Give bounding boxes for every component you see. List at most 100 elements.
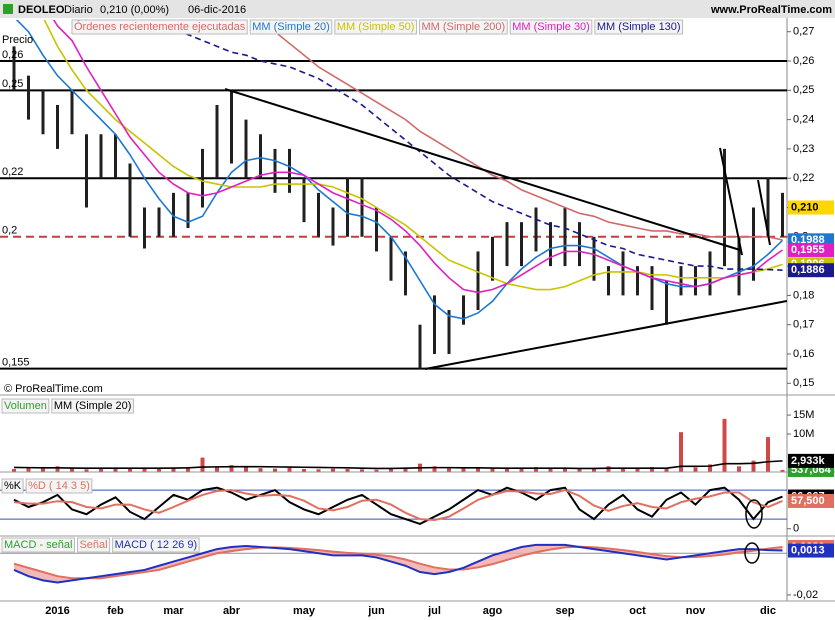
volume-bar: [679, 432, 683, 472]
header-bar: [0, 0, 835, 18]
volume-bar: [215, 466, 219, 472]
symbol: DEOLEO: [18, 4, 65, 16]
panel: [0, 486, 787, 525]
legend-box: [249, 19, 333, 35]
price-label: Precio: [2, 34, 33, 46]
volume-bar: [55, 466, 60, 472]
volume-bar: [461, 468, 466, 472]
legend-box: [509, 19, 593, 35]
volume-bar: [374, 469, 379, 472]
volume-bar: [534, 467, 538, 472]
volume-bar: [737, 466, 741, 472]
volume-bar: [722, 418, 727, 472]
volume-bar: [128, 468, 132, 472]
legend-label: Señal: [79, 539, 107, 551]
legend-box: [594, 19, 684, 35]
volume-bar: [664, 468, 669, 472]
y-tick-label: -0,02: [793, 589, 818, 601]
legend-box: [334, 19, 417, 35]
volume-bar: [708, 464, 712, 472]
value-label: 57,500: [791, 495, 825, 507]
legend-box: [112, 537, 200, 553]
volume-bar: [26, 467, 31, 472]
y-tick-label: 10M: [793, 428, 814, 440]
level-label: 0,22: [2, 166, 23, 178]
x-tick-label: jun: [367, 605, 385, 617]
volume-bar: [766, 437, 770, 472]
panel: [12, 418, 785, 472]
y-tick-label: 0,16: [793, 348, 814, 360]
volume-bar: [244, 467, 248, 472]
volume-bar: [331, 468, 335, 472]
legend-label: MM (Simple 50): [337, 21, 415, 33]
trend-line: [719, 147, 743, 256]
volume-bar: [447, 468, 451, 472]
x-tick-label: jul: [427, 605, 441, 617]
legend-box: [76, 537, 111, 553]
series-line: [13, 545, 783, 580]
volume-bar: [229, 465, 234, 472]
volume-bar: [751, 460, 756, 472]
level-label: 0,155: [2, 357, 30, 369]
legend-label: MM (Simple 30): [512, 21, 590, 33]
trend-line: [424, 300, 787, 370]
volume-bar: [345, 468, 350, 472]
volume-bar: [316, 469, 321, 472]
volume-bar: [389, 468, 393, 472]
volume-bar: [258, 468, 263, 472]
x-tick-label: mar: [163, 605, 184, 617]
y-tick-label: 0,22: [793, 172, 814, 184]
y-tick-label: 0,23: [793, 143, 814, 155]
x-tick-label: oct: [629, 605, 646, 617]
drawings: [224, 88, 787, 564]
trend-line: [757, 179, 771, 246]
volume-bar: [592, 468, 596, 472]
legend-label: %D ( 14 3 5): [28, 480, 90, 492]
series-line: [13, 489, 783, 522]
y-tick-label: 0,17: [793, 319, 814, 331]
volume-bar: [432, 466, 437, 472]
level-label: 0,26: [2, 49, 23, 61]
copyright: © ProRealTime.com: [4, 383, 103, 395]
x-tick-label: ago: [483, 605, 503, 617]
volume-bar: [70, 468, 74, 472]
date: 06-dic-2016: [188, 4, 246, 16]
volume-bar: [476, 467, 480, 472]
y-tick-label: 0,27: [793, 26, 814, 38]
value-label: 2,933k: [791, 455, 826, 467]
y-tick-label: 0,26: [793, 55, 814, 67]
site: www.ProRealTime.com: [710, 4, 832, 16]
volume-bar: [606, 466, 611, 472]
legend-label: MM (Simple 200): [421, 21, 505, 33]
volume-bar: [186, 467, 190, 472]
volume-bar: [548, 468, 553, 472]
volume-bar: [577, 468, 582, 472]
legend-box: [25, 478, 93, 494]
y-tick-label: 0: [793, 523, 799, 535]
series-line: [13, 486, 783, 525]
panel: [0, 20, 787, 370]
volume-bar: [621, 467, 625, 472]
x-tick-label: dic: [760, 605, 776, 617]
value-box: [788, 263, 834, 278]
volume-bar: [780, 469, 785, 472]
value-label: 0,210: [791, 201, 819, 213]
y-tick-label: 0,18: [793, 289, 814, 301]
series-line: [259, 20, 783, 241]
volume-bar: [563, 467, 567, 472]
y-tick-label: 0,25: [793, 84, 814, 96]
volume-bar: [505, 468, 509, 472]
series-line: [43, 20, 783, 291]
volume-bar: [84, 469, 89, 472]
value-label: 0,0013: [791, 544, 825, 556]
y-tick-label: 15M: [793, 409, 814, 421]
x-tick-label: abr: [223, 605, 241, 617]
legend-label: MM (Simple 130): [597, 21, 681, 33]
volume-bar: [403, 467, 408, 472]
trend-line: [224, 88, 741, 251]
level-label: 0,25: [2, 78, 23, 90]
annotation-ellipse: [744, 542, 760, 564]
volume-bar: [200, 457, 205, 472]
legend-box: [418, 19, 508, 35]
